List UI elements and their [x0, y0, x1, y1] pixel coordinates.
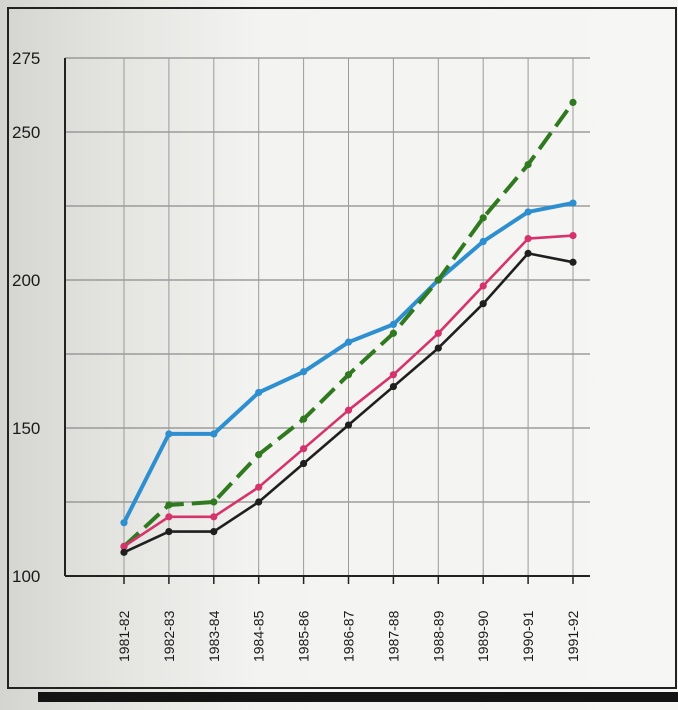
data-point [255, 451, 263, 459]
x-tick-label: 1982-83 [161, 610, 177, 662]
data-point [165, 513, 173, 521]
y-tick-label: 250 [12, 123, 40, 142]
data-point [165, 430, 173, 438]
y-tick-label: 100 [12, 567, 40, 586]
data-point [300, 368, 308, 376]
x-tick-label: 1981-82 [116, 610, 132, 662]
data-point [165, 501, 173, 509]
data-point [389, 382, 397, 391]
data-point [255, 483, 263, 491]
data-point [120, 519, 128, 527]
data-point [300, 415, 308, 423]
data-point [344, 371, 353, 379]
data-point [524, 249, 532, 257]
x-tick-label: 1988-89 [430, 610, 446, 662]
data-point [344, 406, 353, 414]
data-point [524, 234, 532, 243]
data-point [479, 237, 487, 246]
data-point [120, 548, 128, 556]
gridlines [65, 57, 590, 577]
x-tick-label: 1987-88 [385, 610, 401, 662]
x-tick-label: 1989-90 [475, 610, 491, 662]
x-axis-ticks: 1981-82 1982-83 1983-84 1984-85 1985-86 1986-… [116, 576, 581, 662]
data-point [210, 528, 218, 536]
data-point [210, 498, 218, 506]
bottom-rule [38, 692, 678, 702]
data-point [569, 199, 577, 207]
y-axis-ticks: 100 150 200 250 275 [12, 49, 40, 586]
data-point [479, 282, 487, 290]
data-point [255, 388, 263, 397]
data-point [300, 459, 308, 468]
data-point [434, 344, 442, 352]
y-tick-label: 275 [12, 49, 40, 68]
x-tick-label: 1985-86 [296, 610, 312, 662]
data-point [569, 258, 577, 266]
data-point [524, 208, 532, 216]
data-point [569, 98, 577, 106]
data-point [524, 160, 532, 169]
x-tick-label: 1990-91 [520, 610, 536, 662]
data-point [479, 214, 487, 222]
x-tick-label: 1984-85 [251, 610, 267, 662]
data-point [255, 498, 263, 506]
data-point [434, 276, 442, 284]
data-point [165, 528, 173, 536]
chart-frame [7, 7, 677, 689]
x-tick-label: 1983-84 [206, 610, 222, 662]
data-point [569, 232, 577, 240]
data-point [210, 513, 218, 521]
series-lines [120, 98, 577, 556]
x-tick-label: 1986-87 [341, 610, 357, 662]
data-point [344, 338, 353, 346]
y-tick-label: 200 [12, 271, 40, 290]
axes [64, 58, 590, 577]
data-point [389, 320, 397, 328]
data-point [434, 329, 442, 337]
data-point [389, 371, 397, 379]
data-point [210, 430, 218, 438]
data-point [120, 542, 128, 551]
data-point [344, 421, 353, 429]
x-tick-label: 1991-92 [565, 610, 581, 662]
data-point [389, 329, 397, 337]
data-point [479, 300, 487, 308]
y-tick-label: 150 [12, 419, 40, 438]
data-point [300, 445, 308, 453]
